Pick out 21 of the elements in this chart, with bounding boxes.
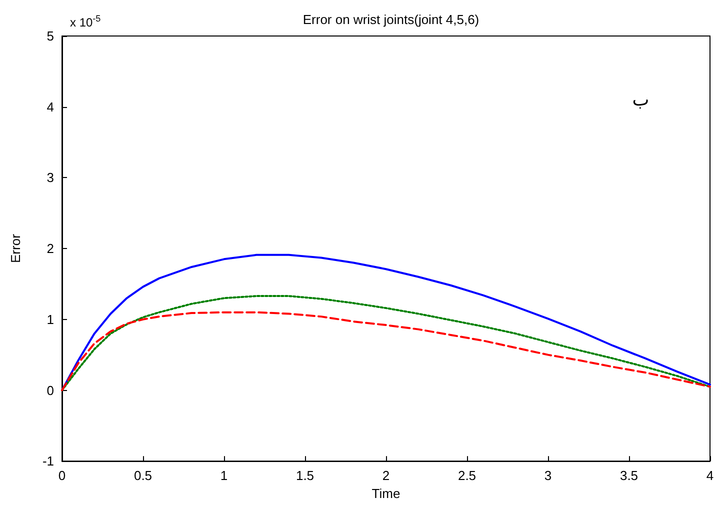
- x-tick-label: 0: [58, 468, 66, 484]
- y-tick-label: 0: [46, 382, 54, 398]
- x-tick-label: 3: [544, 468, 552, 484]
- x-tick-label: 2.5: [458, 468, 476, 484]
- x-axis-title: Time: [372, 486, 400, 501]
- annotation: ب: [632, 90, 650, 110]
- chart-title: Error on wrist joints(joint 4,5,6): [302, 12, 480, 27]
- y-axis-title: Error: [8, 233, 23, 263]
- y-tick-label: 3: [46, 170, 54, 186]
- x-tick-label: 0.5: [134, 468, 152, 484]
- y-tick-label: -1: [42, 454, 54, 469]
- y-tick-label: 1: [46, 312, 54, 327]
- y-tick-label: 2: [46, 241, 54, 256]
- y-tick-label: 4: [46, 99, 54, 114]
- x-tick-label: 4: [706, 468, 714, 484]
- x-tick-label: 1.5: [296, 468, 314, 484]
- x-tick-label: 1: [220, 468, 228, 484]
- x-tick-label: 2: [382, 468, 390, 484]
- line-series: [61, 311, 711, 392]
- y-tick-label: 5: [46, 28, 54, 44]
- x-tick-label: 3.5: [620, 468, 638, 484]
